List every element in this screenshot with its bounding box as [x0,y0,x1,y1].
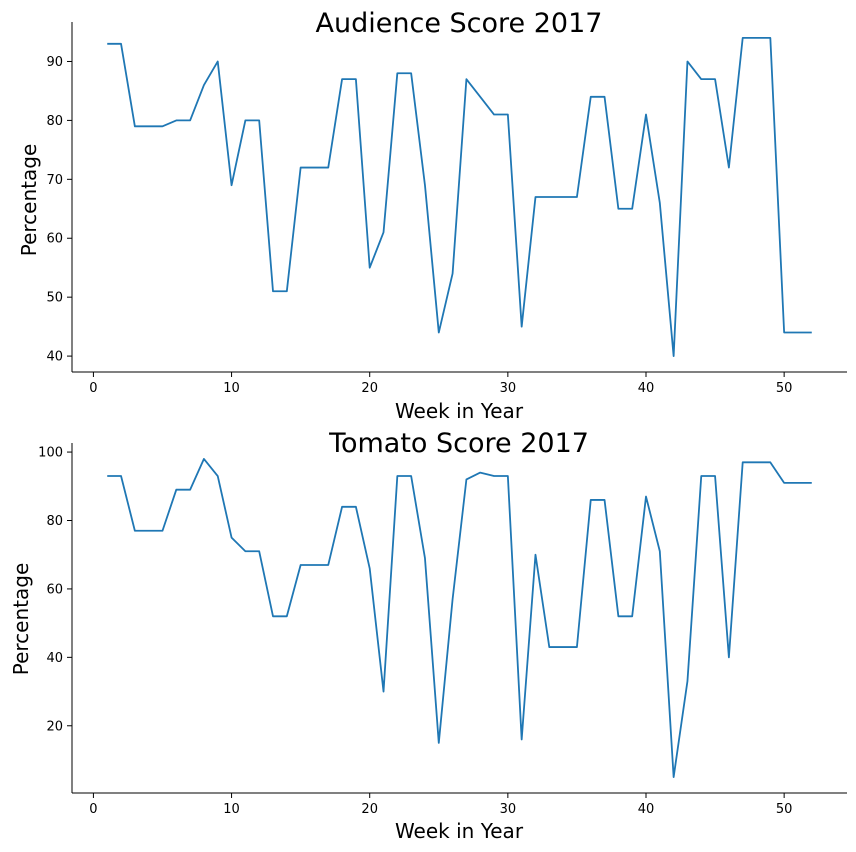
y-tick-label: 40 [46,350,63,365]
x-tick-label: 20 [361,802,378,817]
y-tick-label: 100 [38,446,63,461]
series-line [107,458,812,778]
x-tick-label: 10 [223,381,240,396]
y-tick-label: 80 [46,114,63,129]
y-tick-label: 40 [46,651,63,666]
y-tick-label: 60 [46,582,63,597]
x-tick-label: 0 [89,802,97,817]
x-axis-label: Week in Year [395,399,524,423]
x-tick-label: 50 [776,802,793,817]
chart-title: Audience Score 2017 [316,8,603,39]
x-tick-label: 40 [638,802,655,817]
ticks: 0 10 20 30 40 50 40 50 60 70 80 90 [46,55,792,396]
chart-title: Tomato Score 2017 [328,428,589,459]
audience-score-chart: Audience Score 2017 Week in Year Percent… [17,8,847,423]
y-axis-label: Percentage [17,144,41,257]
x-tick-label: 50 [776,381,793,396]
y-tick-label: 20 [46,719,63,734]
y-tick-label: 60 [46,232,63,247]
y-tick-label: 90 [46,55,63,70]
y-tick-label: 50 [46,291,63,306]
ticks: 0 10 20 30 40 50 20 40 60 80 100 [38,446,792,817]
x-axis-label: Week in Year [395,819,524,843]
y-axis-label: Percentage [9,563,33,676]
x-tick-label: 30 [500,381,517,396]
x-tick-label: 40 [638,381,655,396]
series-line [107,37,812,357]
x-tick-label: 0 [89,381,97,396]
x-tick-label: 20 [361,381,378,396]
y-tick-label: 70 [46,173,63,188]
x-tick-label: 10 [223,802,240,817]
tomato-score-chart: Tomato Score 2017 Week in Year Percentag… [9,428,847,843]
x-tick-label: 30 [500,802,517,817]
y-tick-label: 80 [46,514,63,529]
